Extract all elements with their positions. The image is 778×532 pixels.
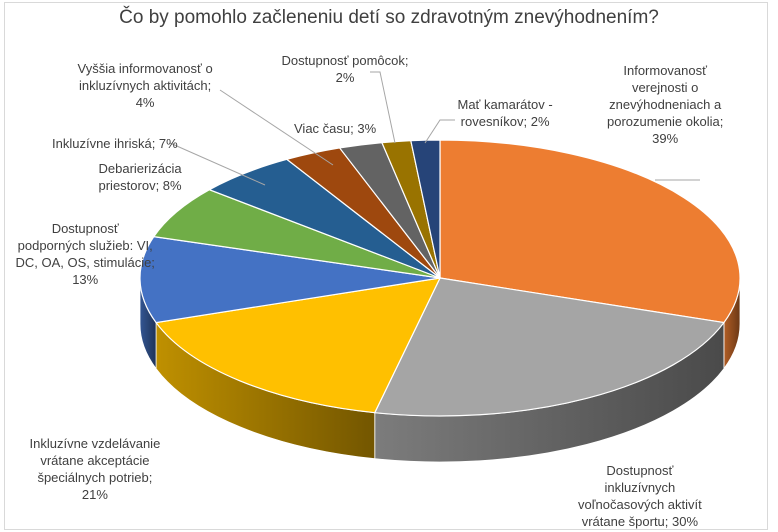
data-label-line: Viac času; 3% bbox=[294, 121, 377, 136]
data-label: Viac času; 3% bbox=[294, 120, 376, 137]
data-label: Debarierizácia priestorov; 8% bbox=[99, 160, 182, 194]
data-label-line: 13% bbox=[72, 272, 99, 287]
data-label-line: Debarierizácia bbox=[98, 161, 182, 176]
data-label: Inkluzívne ihriská; 7% bbox=[52, 135, 178, 152]
pie-slice bbox=[373, 277, 726, 417]
data-label-line: porozumenie okolia; bbox=[607, 114, 724, 129]
data-label-line: inkluzívnych bbox=[604, 480, 676, 495]
data-label-line: voľnočasových aktivít bbox=[578, 497, 702, 512]
chart-frame bbox=[4, 2, 768, 530]
data-label-line: inkluzívnych aktivitách; bbox=[78, 78, 212, 93]
data-label: Dostupnosť inkluzívnych voľnočasových akti… bbox=[578, 462, 702, 530]
data-label: Informovanosť verejnosti o znevýhodneniach… bbox=[607, 62, 723, 147]
pie-slice bbox=[152, 189, 441, 279]
data-label: Vyššia informovanosť o inkluzívnych aktiv… bbox=[78, 60, 213, 111]
pie-slice bbox=[410, 139, 441, 279]
data-label-line: Dostupnosť pomôcok; bbox=[281, 53, 409, 68]
data-label-line: Inkluzívne vzdelávanie bbox=[29, 436, 161, 451]
data-label-line: Informovanosť bbox=[623, 63, 707, 78]
leader-line bbox=[219, 89, 334, 166]
data-label: Mať kamarátov - rovesníkov; 2% bbox=[458, 96, 553, 130]
pie-slice bbox=[439, 139, 741, 324]
data-label-line: 39% bbox=[652, 131, 679, 146]
data-label-line: Dostupnosť bbox=[606, 463, 674, 478]
data-label-line: Mať kamarátov - bbox=[457, 97, 553, 112]
data-label-line: 4% bbox=[135, 95, 155, 110]
data-label-line: 2% bbox=[335, 70, 355, 85]
data-label-line: podporných služieb: VI, bbox=[17, 238, 153, 253]
data-label-line: 21% bbox=[81, 487, 108, 502]
data-label: Dostupnosť podporných služieb: VI, DC, OA,… bbox=[16, 220, 155, 288]
data-label-line: Vyššia informovanosť o bbox=[77, 61, 213, 76]
data-label-line: rovesníkov; 2% bbox=[460, 114, 550, 129]
leader-line bbox=[169, 142, 266, 186]
data-label: Dostupnosť pomôcok; 2% bbox=[282, 52, 409, 86]
leader-line bbox=[424, 119, 455, 144]
data-label-line: vrátane akceptácie bbox=[40, 453, 150, 468]
data-label-line: Dostupnosť bbox=[51, 221, 119, 236]
data-label: Inkluzívne vzdelávanie vrátane akceptácie… bbox=[30, 435, 161, 503]
data-label-line: vrátane športu; 30% bbox=[581, 514, 699, 529]
data-label-line: priestorov; 8% bbox=[98, 178, 182, 193]
data-label-line: špeciálnych potrieb; bbox=[37, 470, 153, 485]
data-label-line: znevýhodneniach a bbox=[609, 97, 722, 112]
leader-line bbox=[370, 71, 396, 144]
data-label-line: DC, OA, OS, stimulácie; bbox=[15, 255, 155, 270]
data-label-line: Inkluzívne ihriská; 7% bbox=[52, 136, 178, 151]
chart-title: Čo by pomohlo začleneniu detí so zdravot… bbox=[119, 7, 659, 28]
data-label-line: verejnosti o bbox=[631, 80, 699, 95]
pie-slice bbox=[139, 235, 441, 324]
